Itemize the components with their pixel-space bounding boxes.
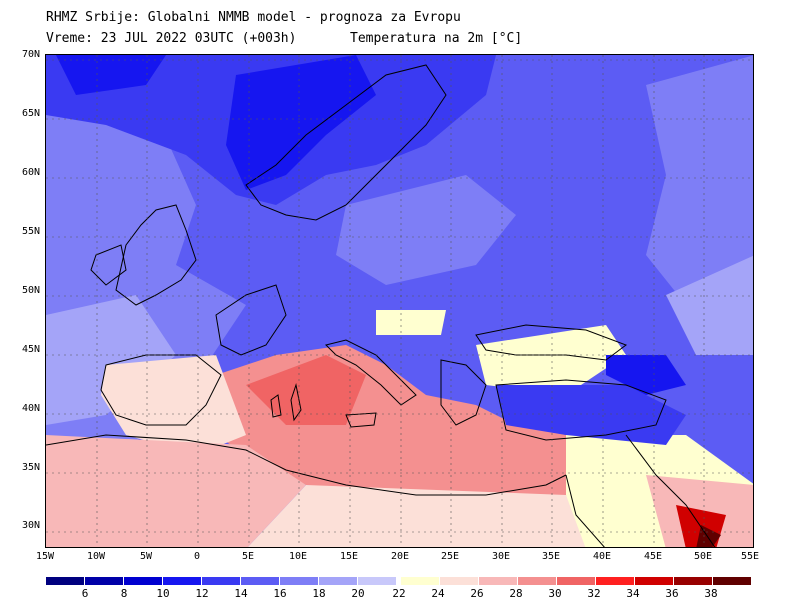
libya-egypt-field [247, 485, 605, 547]
west-med-hot-field [246, 355, 366, 425]
colorbar-swatch [46, 577, 84, 585]
lon-label-40e: 40E [592, 551, 612, 562]
variable-label: Temperatura na 2m [°C] [350, 31, 523, 46]
lon-label-15w: 15W [35, 551, 55, 562]
lon-label-25e: 25E [440, 551, 460, 562]
colorbar-label: 10 [156, 587, 170, 600]
colorbar-swatch [124, 577, 162, 585]
colorbar-swatch [635, 577, 673, 585]
colorbar-label: 22 [392, 587, 406, 600]
colorbar-label: 38 [704, 587, 718, 600]
northwest-cold-field [56, 55, 166, 95]
colorbar-swatch [479, 577, 517, 585]
coastlines [46, 64, 716, 547]
graticule [46, 55, 753, 547]
colorbar-label: 8 [120, 587, 128, 600]
alps-warm-field [376, 310, 446, 335]
lon-label-50e: 50E [693, 551, 713, 562]
colorbar-swatch [440, 577, 478, 585]
lat-label-50n: 50N [21, 285, 40, 296]
colorbar-swatch [713, 577, 751, 585]
colorbar-swatch [401, 577, 439, 585]
lat-label-45n: 45N [21, 344, 40, 355]
atlantic-south-field [46, 295, 176, 425]
lon-label-55e: 55E [740, 551, 760, 562]
colorbar-swatch [241, 577, 279, 585]
iberia-field [101, 355, 246, 455]
lat-label-40n: 40N [21, 403, 40, 414]
gulf-hottest-field [696, 525, 721, 547]
map-title: RHMZ Srbije: Globalni NMMB model - progn… [46, 10, 461, 25]
lon-label-30e: 30E [491, 551, 511, 562]
colorbar-label: 12 [195, 587, 209, 600]
map-canvas [46, 55, 753, 547]
colorbar-label: 6 [81, 587, 89, 600]
lon-label-20e: 20E [390, 551, 410, 562]
lon-label-0: 0 [193, 551, 201, 562]
colorbar-label: 20 [351, 587, 365, 600]
colorbar-label: 18 [312, 587, 326, 600]
colorbar-label: 24 [431, 587, 445, 600]
colorbar-label: 34 [626, 587, 640, 600]
lon-label-35e: 35E [541, 551, 561, 562]
colorbar-swatch [85, 577, 123, 585]
black-sea-warm-field [476, 325, 626, 395]
lon-label-10w: 10W [86, 551, 106, 562]
lat-label-65n: 65N [21, 108, 40, 119]
colorbar-swatch [596, 577, 634, 585]
temperature-map[interactable] [45, 54, 754, 548]
east-field [646, 55, 753, 305]
lat-label-30n: 30N [21, 520, 40, 531]
nw-africa-field [46, 435, 306, 547]
lon-label-45e: 45E [643, 551, 663, 562]
colorbar-swatch [518, 577, 556, 585]
norway-cold-field [226, 55, 376, 190]
caspian-field [666, 255, 753, 355]
lat-label-35n: 35N [21, 462, 40, 473]
lon-label-15e: 15E [339, 551, 359, 562]
colorbar-swatch [280, 577, 318, 585]
lon-label-10e: 10E [288, 551, 308, 562]
lon-label-5e: 5E [241, 551, 255, 562]
valid-time: Vreme: 23 JUL 2022 03UTC (+003h) [46, 31, 297, 46]
colorbar-label: 36 [665, 587, 679, 600]
lat-label-70n: 70N [21, 49, 40, 60]
colorbar-label: 26 [470, 587, 484, 600]
colorbar-swatch [557, 577, 595, 585]
colorbar-label: 16 [273, 587, 287, 600]
colorbar-label: 32 [587, 587, 601, 600]
colorbar-swatch [358, 577, 396, 585]
colorbar-label: 30 [548, 587, 562, 600]
colorbar-label: 28 [509, 587, 523, 600]
colorbar-swatch [319, 577, 357, 585]
colorbar-label: 14 [234, 587, 248, 600]
colorbar-swatch [674, 577, 712, 585]
colorbar-swatch [163, 577, 201, 585]
lat-label-60n: 60N [21, 167, 40, 178]
colorbar-swatch [202, 577, 240, 585]
lat-label-55n: 55N [21, 226, 40, 237]
baltic-field [336, 175, 516, 285]
lon-label-5w: 5W [139, 551, 153, 562]
anatolia-cool-field [496, 385, 686, 445]
